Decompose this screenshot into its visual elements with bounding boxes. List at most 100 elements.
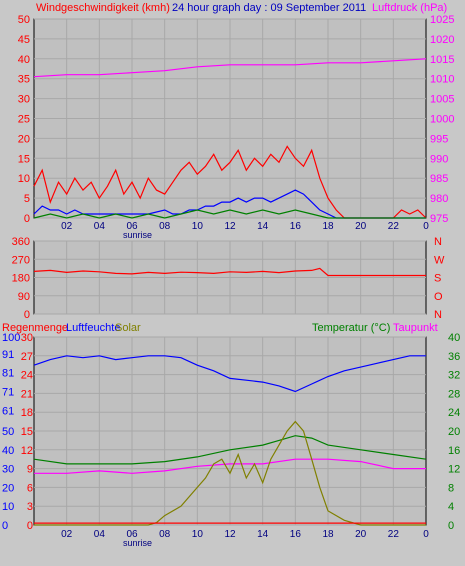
wind-x-tick: 04 [94,221,106,232]
temp-x-tick: 0 [423,529,429,540]
wind-x-tick: 12 [224,221,236,232]
humidity-y-tick: 91 [2,349,14,361]
pressure-y-tick: 980 [430,193,448,205]
solar-title: Solar [115,322,141,334]
wind-x-tick: 20 [355,221,367,232]
rain-y-tick: 3 [27,501,33,513]
wind-y-tick: 40 [18,54,30,66]
temp-x-tick: 04 [94,529,106,540]
wind-title-right: Luftdruck (hPa) [372,2,447,14]
wind-title-center: 24 hour graph day : 09 September 2011 [172,2,366,14]
rain-title: Regenmenge [2,322,68,334]
wind-x-tick: 22 [388,221,400,232]
temperature-y-tick: 12 [448,464,460,476]
pressure-y-tick: 1020 [430,34,454,46]
wind-y-tick: 5 [24,193,30,205]
pressure-y-tick: 975 [430,213,448,225]
temperature-y-tick: 24 [448,407,460,419]
compass-tick: O [434,291,443,303]
pressure-y-tick: 1005 [430,94,454,106]
compass-tick: W [434,254,445,266]
compass-tick: N [434,236,442,248]
wind-x-tick: 18 [322,221,334,232]
rain-y-tick: 0 [27,520,33,532]
series-dewpoint [34,458,426,474]
humidity-y-tick: 61 [2,405,14,417]
rain-y-tick: 21 [21,388,33,400]
wind-x-tick: 08 [159,221,171,232]
pressure-y-tick: 1025 [430,14,454,26]
pressure-y-tick: 1000 [430,114,454,126]
rain-y-tick: 27 [21,351,33,363]
rain-y-tick: 30 [21,332,33,344]
temperature-y-tick: 40 [448,332,460,344]
wind-y-tick: 0 [24,213,30,225]
direction-y-tick: 180 [12,273,30,285]
series-wind_green [33,209,426,219]
rain-y-tick: 18 [21,407,33,419]
temp-x-tick: 22 [388,529,400,540]
temperature-y-tick: 8 [448,482,454,494]
humidity-y-tick: 0 [2,520,8,532]
wind-x-tick: 10 [192,221,204,232]
wind-x-tick: 14 [257,221,269,232]
humidity-y-tick: 20 [2,482,14,494]
temperature-y-tick: 20 [448,426,460,438]
humidity-y-tick: 10 [2,501,14,513]
temp-x-tick: 12 [224,529,236,540]
humidity-y-tick: 71 [2,387,14,399]
pressure-y-tick: 985 [430,173,448,185]
wind-y-tick: 20 [18,133,30,145]
series-solar [34,420,426,526]
temp-x-tick: 10 [192,529,204,540]
temperature-y-tick: 36 [448,351,460,363]
temperature-panel: Regenmenge Luftfeuchte Solar Temperatur … [2,322,460,548]
direction-y-tick: 90 [18,291,30,303]
wind-y-tick: 50 [18,14,30,26]
wind-x-tick: 02 [61,221,73,232]
temperature-title: Temperatur (°C) [312,322,390,334]
wind-y-tick: 30 [18,94,30,106]
compass-tick: S [434,273,441,285]
temperature-y-tick: 4 [448,501,454,513]
temp-x-tick: 08 [159,529,171,540]
wind-y-tick: 45 [18,34,30,46]
pressure-y-tick: 990 [430,153,448,165]
compass-tick: N [434,309,442,321]
pressure-y-tick: 1015 [430,54,454,66]
wind-panel: Windgeschwindigkeit (kmh) 24 hour graph … [18,2,455,240]
humidity-y-tick: 50 [2,426,14,438]
dewpoint-title: Taupunkt [393,322,438,334]
temp-x-tick: 14 [257,529,269,540]
temp-sunrise-label: sunrise [123,538,152,548]
wind-y-tick: 15 [18,153,30,165]
rain-y-tick: 9 [27,464,33,476]
rain-y-tick: 12 [21,445,33,457]
series-avg [33,189,426,219]
temperature-y-tick: 28 [448,388,460,400]
wind-y-tick: 25 [18,114,30,126]
humidity-title: Luftfeuchte [66,322,120,334]
rain-y-tick: 15 [21,426,33,438]
humidity-y-tick: 30 [2,464,14,476]
direction-y-tick: 360 [12,236,30,248]
temp-x-tick: 18 [322,529,334,540]
series-pressure [33,58,427,78]
wind-sunrise-label: sunrise [123,230,152,240]
temp-x-tick: 16 [290,529,302,540]
wind-x-tick: 16 [290,221,302,232]
wind-y-tick: 35 [18,74,30,86]
rain-y-tick: 6 [27,482,33,494]
temperature-y-tick: 16 [448,445,460,457]
humidity-y-tick: 81 [2,368,14,380]
series-humidity [33,355,426,393]
humidity-y-tick: 40 [2,445,14,457]
rain-y-tick: 24 [21,370,33,382]
humidity-y-tick: 100 [2,332,20,344]
direction-y-tick: 270 [12,254,30,266]
temp-x-tick: 02 [61,529,73,540]
wind-x-tick: 0 [423,221,429,232]
series-direction [33,267,426,277]
